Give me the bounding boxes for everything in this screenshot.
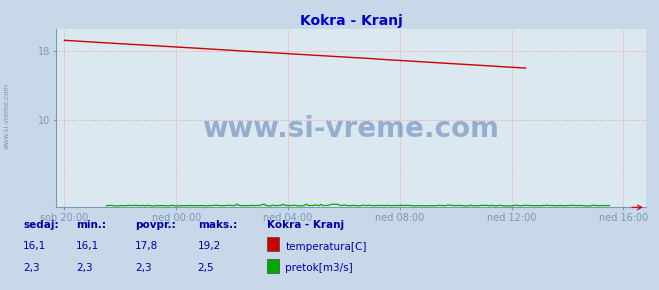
Text: www.si-vreme.com: www.si-vreme.com <box>202 115 500 143</box>
Text: 17,8: 17,8 <box>135 241 158 251</box>
Text: Kokra - Kranj: Kokra - Kranj <box>267 220 344 230</box>
Text: temperatura[C]: temperatura[C] <box>285 242 367 251</box>
Text: 19,2: 19,2 <box>198 241 221 251</box>
Text: min.:: min.: <box>76 220 106 230</box>
Text: 2,3: 2,3 <box>76 263 92 273</box>
Text: 2,5: 2,5 <box>198 263 214 273</box>
Text: 2,3: 2,3 <box>135 263 152 273</box>
Text: povpr.:: povpr.: <box>135 220 176 230</box>
Text: 16,1: 16,1 <box>23 241 46 251</box>
Text: 16,1: 16,1 <box>76 241 99 251</box>
Text: maks.:: maks.: <box>198 220 237 230</box>
Title: Kokra - Kranj: Kokra - Kranj <box>300 14 402 28</box>
Text: pretok[m3/s]: pretok[m3/s] <box>285 263 353 273</box>
Text: sedaj:: sedaj: <box>23 220 59 230</box>
Text: www.si-vreme.com: www.si-vreme.com <box>3 83 10 149</box>
Text: 2,3: 2,3 <box>23 263 40 273</box>
